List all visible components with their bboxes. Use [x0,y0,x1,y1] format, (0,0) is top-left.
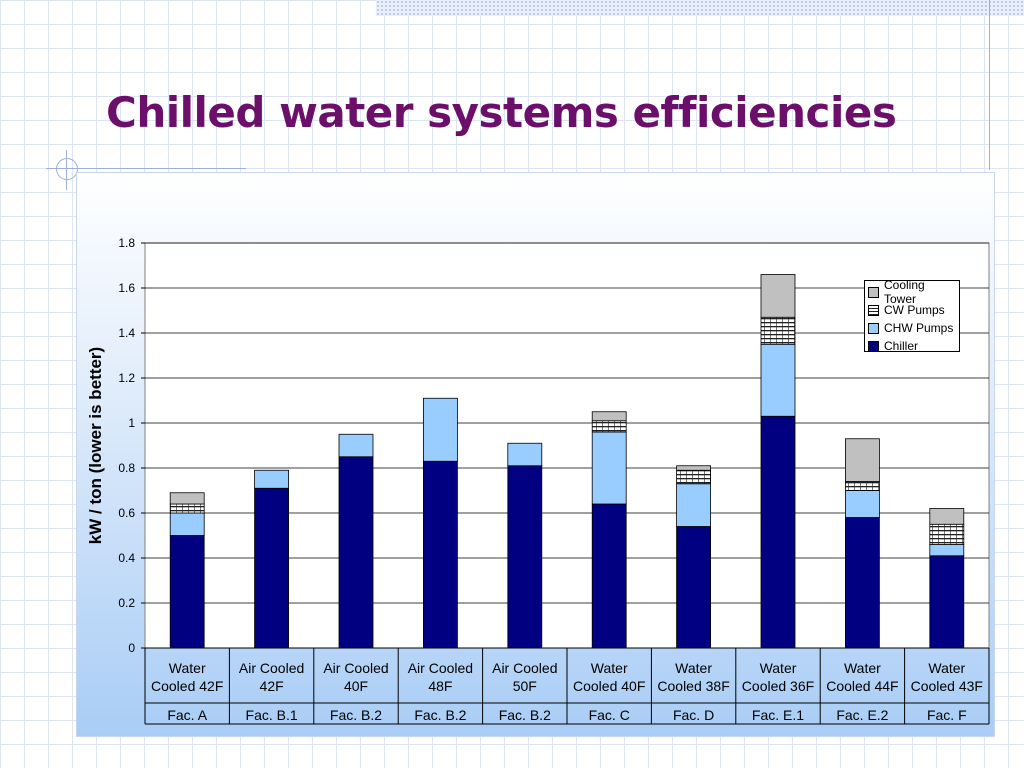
x-category-label: Water [169,660,206,676]
legend-swatch-chw-pumps [868,322,879,334]
x-category-label: 50F [513,678,537,694]
x-category-label: Air Cooled [408,660,473,676]
legend-item-chiller: Chiller [868,337,959,355]
x-category-label: 42F [260,678,284,694]
legend-swatch-cw-pumps [868,304,879,316]
y-tick-label: 1.8 [118,236,135,250]
bar-cooling-tower [760,274,796,318]
x-facility-label: Fac. E.2 [836,707,888,723]
x-category-label: Water [591,660,628,676]
bar-cw-pumps [845,481,880,491]
bar-cooling-tower [591,411,627,422]
x-facility-label: Fac. A [167,707,207,723]
bar-chiller [591,503,627,649]
bar-chiller [169,535,205,649]
x-category-label: Cooled 38F [657,678,729,694]
x-category-label: Air Cooled [323,660,388,676]
x-facility-label: Fac. B.2 [414,707,466,723]
bar-chiller [845,517,880,649]
legend-label: Cooling Tower [884,278,925,306]
x-facility-label: Fac. B.2 [499,707,551,723]
bar-cooling-tower [929,508,965,525]
bar-chiller [676,526,711,649]
bar-chw-pumps [845,490,880,518]
chart-legend: Cooling Tower CW Pumps CHW Pumps Chiller [864,278,960,355]
bar-chw-pumps [676,483,711,527]
x-category-label: Cooled 40F [573,678,645,694]
y-tick-label: 1.6 [118,281,135,295]
bar-chiller [507,465,543,649]
bar-chw-pumps [254,469,290,489]
x-category-label: Water [928,660,965,676]
bar-cooling-tower [845,438,880,482]
legend-label: CHW Pumps [884,321,954,335]
y-tick-label: 0 [128,641,135,655]
y-tick-label: 0.6 [118,506,135,520]
bar-cooling-tower [676,465,711,471]
x-facility-label: Fac. B.1 [246,707,298,723]
y-axis-label: kW / ton (lower is better) [86,347,105,544]
bar-chiller [929,555,965,649]
x-category-label: Cooled 36F [742,678,814,694]
x-facility-label: Fac. B.2 [330,707,382,723]
bar-chiller [422,460,458,649]
x-category-label: Water [675,660,712,676]
slide-title: Chilled water systems efficiencies [106,88,897,137]
bar-chw-pumps [338,433,374,458]
legend-label: CW Pumps [884,303,945,317]
y-tick-label: 1.2 [118,371,135,385]
x-category-label: Water [760,660,797,676]
x-category-label: Air Cooled [492,660,557,676]
legend-item-chw-pumps: CHW Pumps [868,319,959,337]
title-underline [46,168,246,169]
x-category-label: 48F [428,678,452,694]
x-category-label: Cooled 43F [911,678,983,694]
right-decorative-line [989,0,990,170]
x-facility-label: Fac. D [673,707,714,723]
bar-chiller [760,415,796,649]
bar-chw-pumps [507,442,543,467]
decorative-circle [56,158,78,180]
x-category-label: Water [844,660,881,676]
x-category-label: Cooled 44F [826,678,898,694]
bar-cw-pumps [676,469,711,485]
y-tick-label: 1 [128,416,135,430]
bar-chw-pumps [169,512,205,536]
x-facility-label: Fac. C [589,707,630,723]
bar-chw-pumps [422,397,458,462]
legend-label: Chiller [884,339,919,353]
bar-chiller [338,456,374,649]
legend-swatch-chiller [868,340,879,352]
x-facility-label: Fac. E.1 [752,707,804,723]
bar-chw-pumps [760,343,796,417]
x-category-label: 40F [344,678,368,694]
y-tick-label: 0.2 [118,596,135,610]
x-facility-label: Fac. F [927,707,967,723]
bar-cw-pumps [169,503,205,514]
y-tick-label: 0.4 [118,551,135,565]
x-category-label: Cooled 42F [151,678,223,694]
bar-chw-pumps [929,544,965,557]
bar-cw-pumps [760,316,796,345]
bar-chw-pumps [591,431,627,505]
legend-item-cw-pumps: CW Pumps [868,301,959,319]
top-decorative-band [376,0,1024,16]
bar-cw-pumps [591,420,627,433]
bar-cooling-tower [169,492,205,505]
legend-item-cooling-tower: Cooling Tower [868,278,959,306]
y-tick-label: 0.8 [118,461,135,475]
legend-swatch-cooling-tower [868,286,879,298]
bar-chiller [254,487,290,649]
y-tick-label: 1.4 [118,326,135,340]
bar-cw-pumps [929,523,965,545]
x-category-label: Air Cooled [239,660,304,676]
